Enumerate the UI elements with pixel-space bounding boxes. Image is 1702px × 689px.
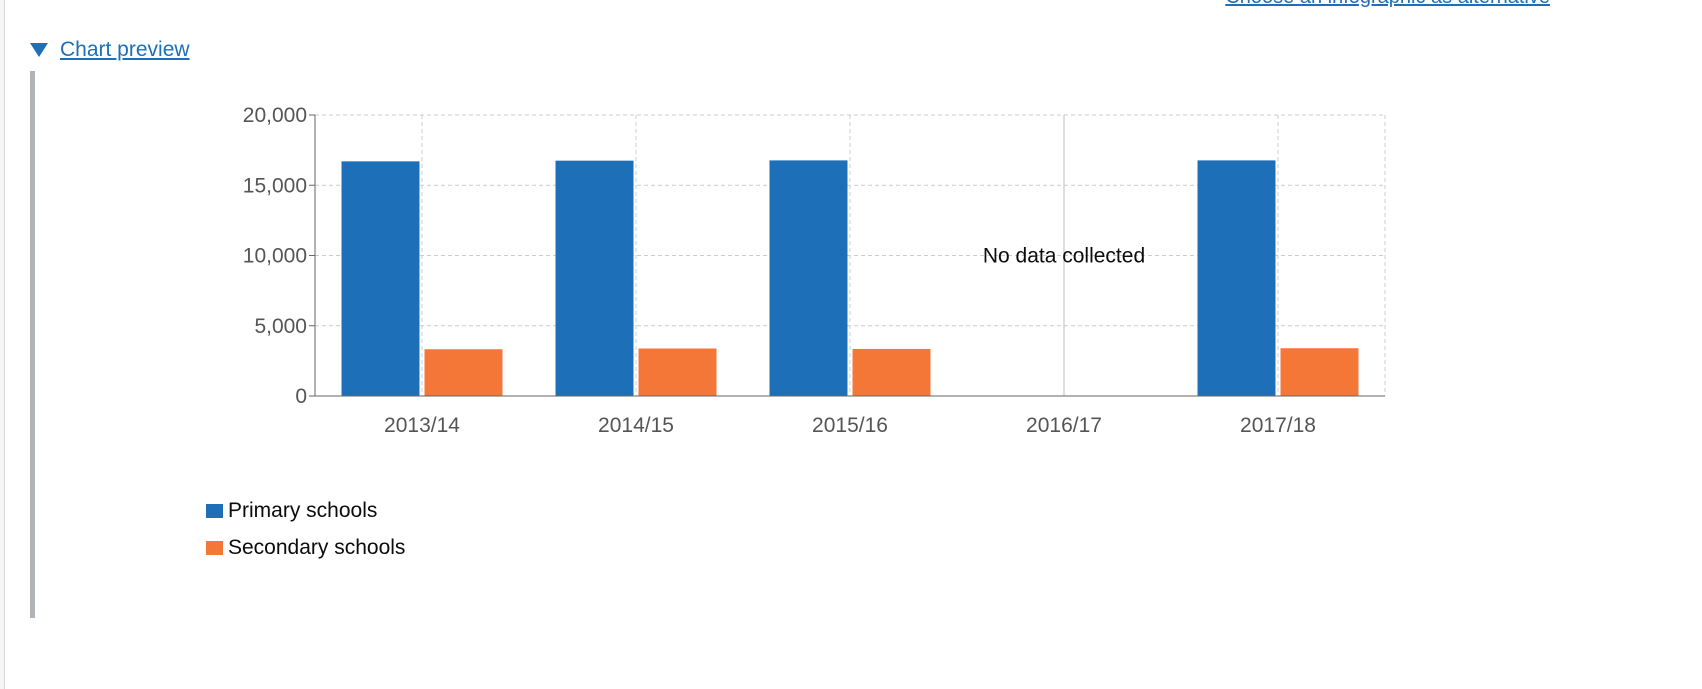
y-tick-label: 10,000	[243, 245, 307, 268]
x-tick-label: 2013/14	[384, 414, 460, 437]
details-left-bar	[30, 71, 35, 618]
legend-label: Secondary schools	[228, 536, 406, 559]
chart-bars	[341, 160, 1359, 396]
x-tick-label: 2016/17	[1026, 414, 1102, 437]
legend-swatch	[206, 504, 223, 518]
legend-label: Primary schools	[228, 499, 378, 522]
y-tick-label: 5,000	[254, 315, 307, 338]
bar-chart: 0 5,000 10,000 15,000 20,000 No data collecte…	[243, 104, 1386, 437]
y-tick-label: 20,000	[243, 104, 307, 127]
chart-legend: Primary schools Secondary schools	[206, 497, 405, 571]
x-tick-label: 2015/16	[812, 414, 888, 437]
bar-secondary	[638, 348, 717, 396]
bar-secondary	[424, 349, 503, 396]
bar-primary	[341, 161, 420, 396]
legend-swatch	[206, 541, 223, 555]
bar-secondary	[852, 348, 931, 396]
bar-primary	[769, 160, 848, 396]
no-data-annotation: No data collected	[983, 245, 1145, 268]
bar-secondary	[1280, 348, 1359, 396]
bar-primary	[1197, 160, 1276, 396]
legend-item: Secondary schools	[206, 534, 405, 562]
chart-preview-toggle[interactable]: Chart preview	[30, 36, 190, 64]
bar-primary	[555, 160, 634, 396]
x-tick-label: 2017/18	[1240, 414, 1316, 437]
infographic-alternative-link[interactable]: Choose an infographic as alternative	[1225, 0, 1550, 9]
page-left-border	[0, 0, 5, 689]
x-tick-label: 2014/15	[598, 414, 674, 437]
y-tick-label: 0	[295, 385, 307, 408]
legend-item: Primary schools	[206, 497, 405, 525]
chart-preview-label: Chart preview	[60, 38, 190, 61]
triangle-down-icon	[30, 43, 48, 57]
chart-axes: 0 5,000 10,000 15,000 20,000 No data collecte…	[243, 104, 1385, 437]
y-tick-label: 15,000	[243, 174, 307, 197]
